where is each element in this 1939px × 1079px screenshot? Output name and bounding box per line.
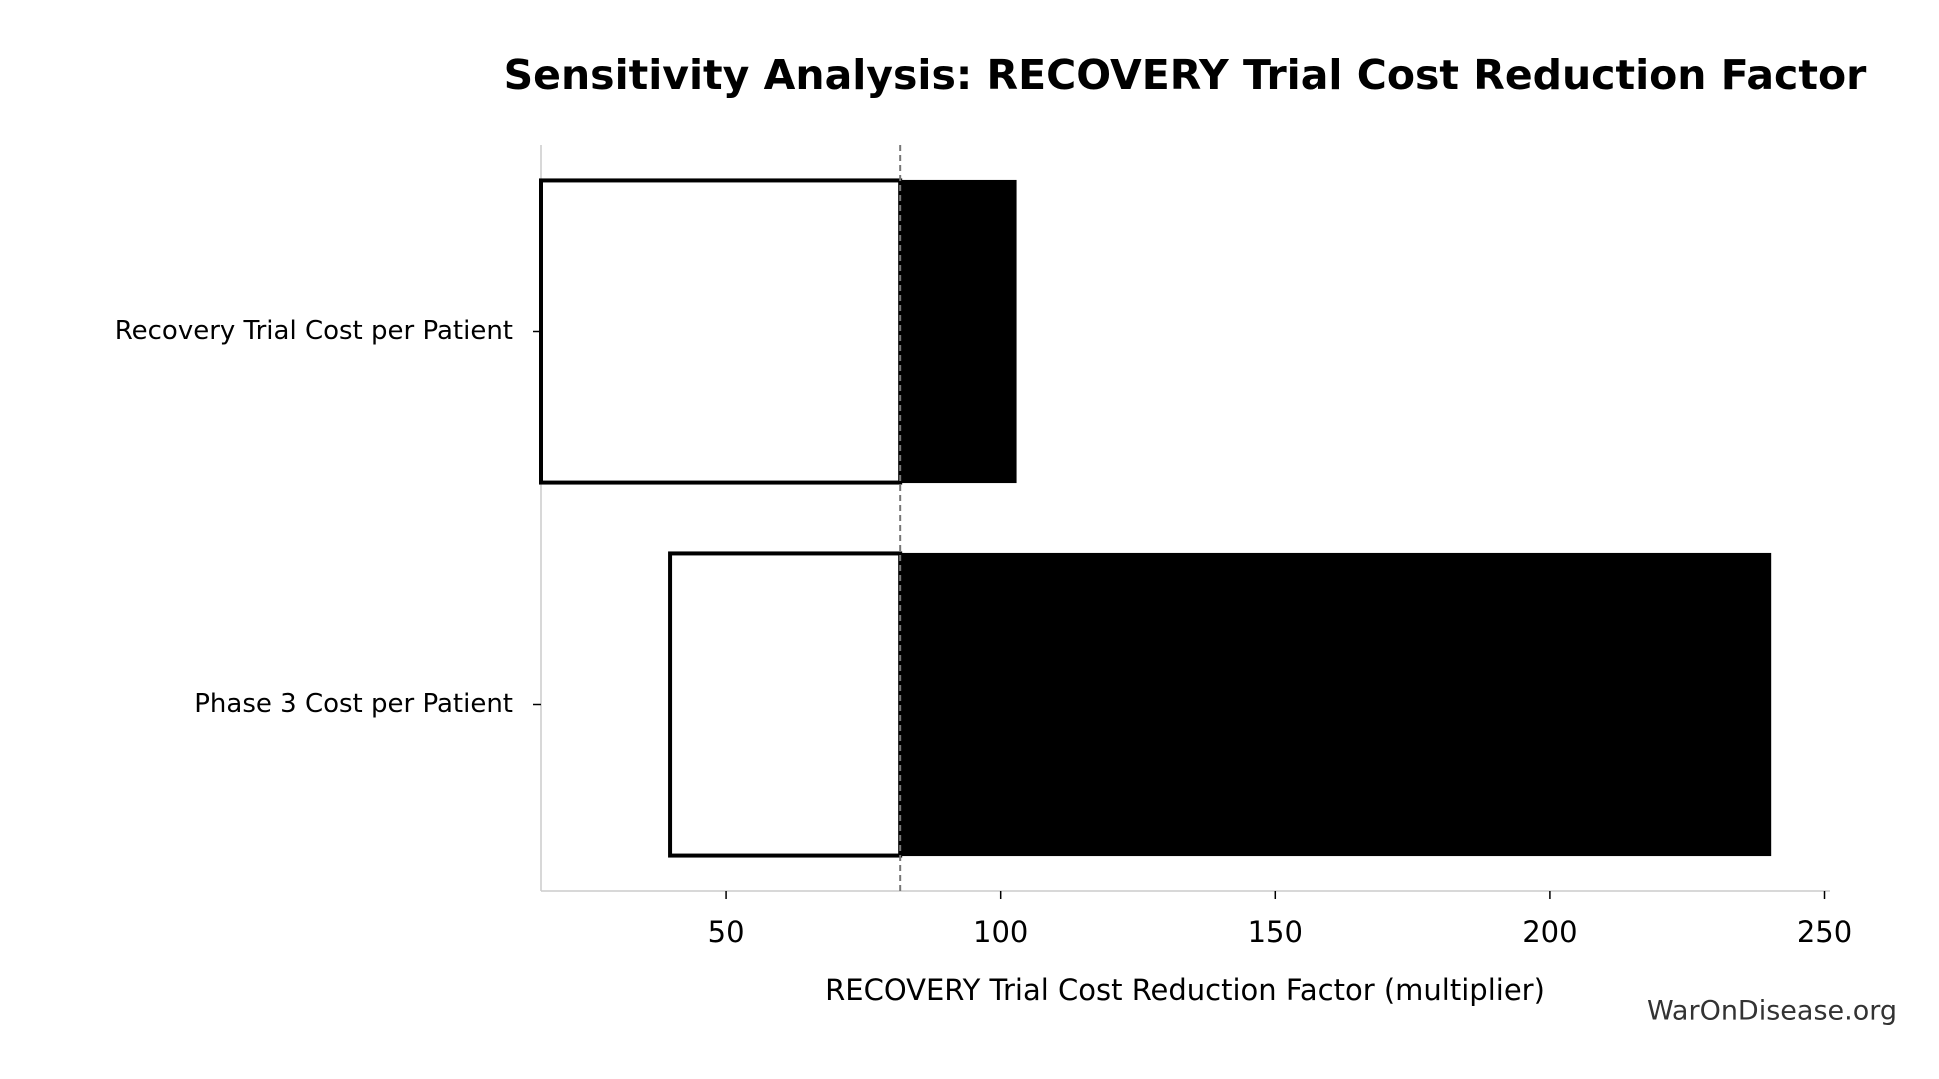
high-bar xyxy=(899,552,1772,857)
y-tick-label: Recovery Trial Cost per Patient xyxy=(115,316,513,346)
low-bar xyxy=(668,551,903,858)
high-bar xyxy=(899,179,1017,484)
watermark: WarOnDisease.org xyxy=(1647,996,1897,1027)
low-bar xyxy=(539,178,903,485)
y-tick-label: Phase 3 Cost per Patient xyxy=(194,689,513,719)
x-tick-label: 100 xyxy=(973,915,1028,949)
x-tick-label: 250 xyxy=(1797,915,1852,949)
chart-title: Sensitivity Analysis: RECOVERY Trial Cos… xyxy=(504,51,1867,99)
x-tick-label: 50 xyxy=(708,915,745,949)
x-axis-label: RECOVERY Trial Cost Reduction Factor (mu… xyxy=(825,973,1545,1007)
x-tick-label: 150 xyxy=(1248,915,1303,949)
x-tick-label: 200 xyxy=(1522,915,1577,949)
